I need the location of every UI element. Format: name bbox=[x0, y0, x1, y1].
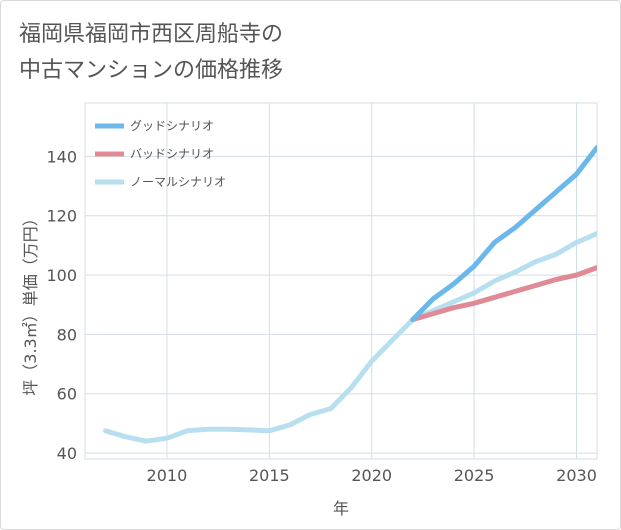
x-tick-label: 2020 bbox=[351, 466, 392, 485]
x-tick-label: 2025 bbox=[454, 466, 495, 485]
y-tick-label: 120 bbox=[46, 207, 77, 226]
y-tick-label: 100 bbox=[46, 266, 77, 285]
legend-label-0: グッドシナリオ bbox=[130, 119, 214, 133]
legend-label-1: バッドシナリオ bbox=[130, 147, 214, 161]
y-tick-label: 40 bbox=[57, 444, 77, 463]
axes: 2010 2015 2020 2025 2030 40 60 80 100 120 140 bbox=[46, 147, 596, 485]
series-line-0 bbox=[410, 145, 597, 323]
x-tick-label: 2015 bbox=[249, 466, 290, 485]
chart-title: 福岡県福岡市西区周船寺の 中古マンションの価格推移 bbox=[19, 17, 283, 89]
chart-title-line-1: 福岡県福岡市西区周船寺の bbox=[19, 22, 284, 47]
series-line-2 bbox=[103, 231, 597, 444]
x-axis-label: 年 bbox=[333, 499, 349, 518]
series-line-1 bbox=[410, 265, 597, 323]
x-tick-label: 2010 bbox=[147, 466, 188, 485]
chart-title-line-2: 中古マンションの価格推移 bbox=[19, 58, 284, 83]
plot-area bbox=[84, 102, 598, 460]
y-tick-label: 140 bbox=[46, 147, 77, 166]
series-lines bbox=[103, 145, 597, 444]
legend-label-2: ノーマルシナリオ bbox=[130, 175, 226, 189]
x-tick-label: 2030 bbox=[556, 466, 597, 485]
grid bbox=[84, 102, 598, 460]
y-tick-label: 60 bbox=[57, 385, 77, 404]
y-axis-label: 坪（3.3㎡）単価（万円） bbox=[21, 210, 40, 395]
y-tick-label: 80 bbox=[57, 325, 77, 344]
